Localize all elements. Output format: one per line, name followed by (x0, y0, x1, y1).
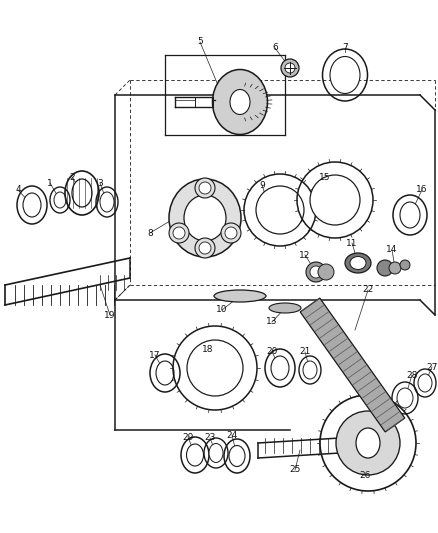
Text: 5: 5 (197, 37, 203, 46)
Ellipse shape (271, 356, 289, 380)
Ellipse shape (345, 253, 371, 273)
Ellipse shape (187, 444, 204, 466)
Circle shape (199, 182, 211, 194)
Circle shape (225, 227, 237, 239)
Ellipse shape (418, 374, 432, 392)
Ellipse shape (310, 175, 360, 225)
Ellipse shape (156, 361, 174, 385)
Text: 20: 20 (266, 348, 278, 357)
Circle shape (281, 59, 299, 77)
Text: 29: 29 (182, 432, 194, 441)
Text: 15: 15 (319, 174, 331, 182)
Ellipse shape (214, 290, 266, 302)
Ellipse shape (209, 443, 223, 463)
Text: 13: 13 (266, 318, 278, 327)
Ellipse shape (303, 361, 317, 379)
Ellipse shape (187, 340, 243, 396)
Ellipse shape (256, 186, 304, 234)
Ellipse shape (212, 69, 268, 134)
Circle shape (173, 227, 185, 239)
Text: 23: 23 (204, 433, 215, 442)
Ellipse shape (23, 193, 41, 217)
Circle shape (400, 260, 410, 270)
Circle shape (169, 223, 189, 243)
Circle shape (310, 266, 322, 278)
Text: 8: 8 (147, 229, 153, 238)
Ellipse shape (54, 192, 66, 208)
Text: 18: 18 (202, 345, 214, 354)
Text: 26: 26 (359, 471, 371, 480)
Circle shape (318, 264, 334, 280)
Ellipse shape (350, 256, 366, 270)
Text: 27: 27 (426, 362, 438, 372)
Text: 6: 6 (272, 44, 278, 52)
Polygon shape (300, 298, 405, 432)
Circle shape (389, 262, 401, 274)
Ellipse shape (336, 411, 400, 475)
Ellipse shape (330, 56, 360, 93)
Text: 11: 11 (346, 238, 358, 247)
Text: 16: 16 (416, 185, 428, 195)
Ellipse shape (169, 179, 241, 257)
Circle shape (285, 63, 295, 73)
Circle shape (199, 242, 211, 254)
Ellipse shape (230, 90, 250, 115)
Circle shape (195, 238, 215, 258)
Text: 21: 21 (299, 348, 311, 357)
Ellipse shape (356, 428, 380, 458)
Circle shape (377, 260, 393, 276)
Ellipse shape (72, 179, 92, 207)
Ellipse shape (229, 446, 245, 466)
Text: 4: 4 (15, 185, 21, 195)
Text: 22: 22 (362, 286, 374, 295)
Circle shape (221, 223, 241, 243)
Circle shape (195, 178, 215, 198)
Text: 1: 1 (47, 179, 53, 188)
Text: 7: 7 (342, 44, 348, 52)
Ellipse shape (400, 202, 420, 228)
Text: 12: 12 (299, 251, 311, 260)
Text: 19: 19 (104, 311, 116, 319)
Text: 28: 28 (406, 370, 418, 379)
Text: 2: 2 (69, 173, 75, 182)
Text: 10: 10 (216, 305, 228, 314)
Circle shape (306, 262, 326, 282)
Ellipse shape (184, 195, 226, 241)
Text: 9: 9 (259, 181, 265, 190)
Ellipse shape (100, 192, 114, 212)
Text: 3: 3 (97, 179, 103, 188)
Ellipse shape (269, 303, 301, 313)
Text: 24: 24 (226, 431, 238, 440)
Ellipse shape (397, 388, 413, 408)
Text: 14: 14 (386, 246, 398, 254)
Text: 17: 17 (149, 351, 161, 359)
Text: 25: 25 (290, 465, 301, 474)
